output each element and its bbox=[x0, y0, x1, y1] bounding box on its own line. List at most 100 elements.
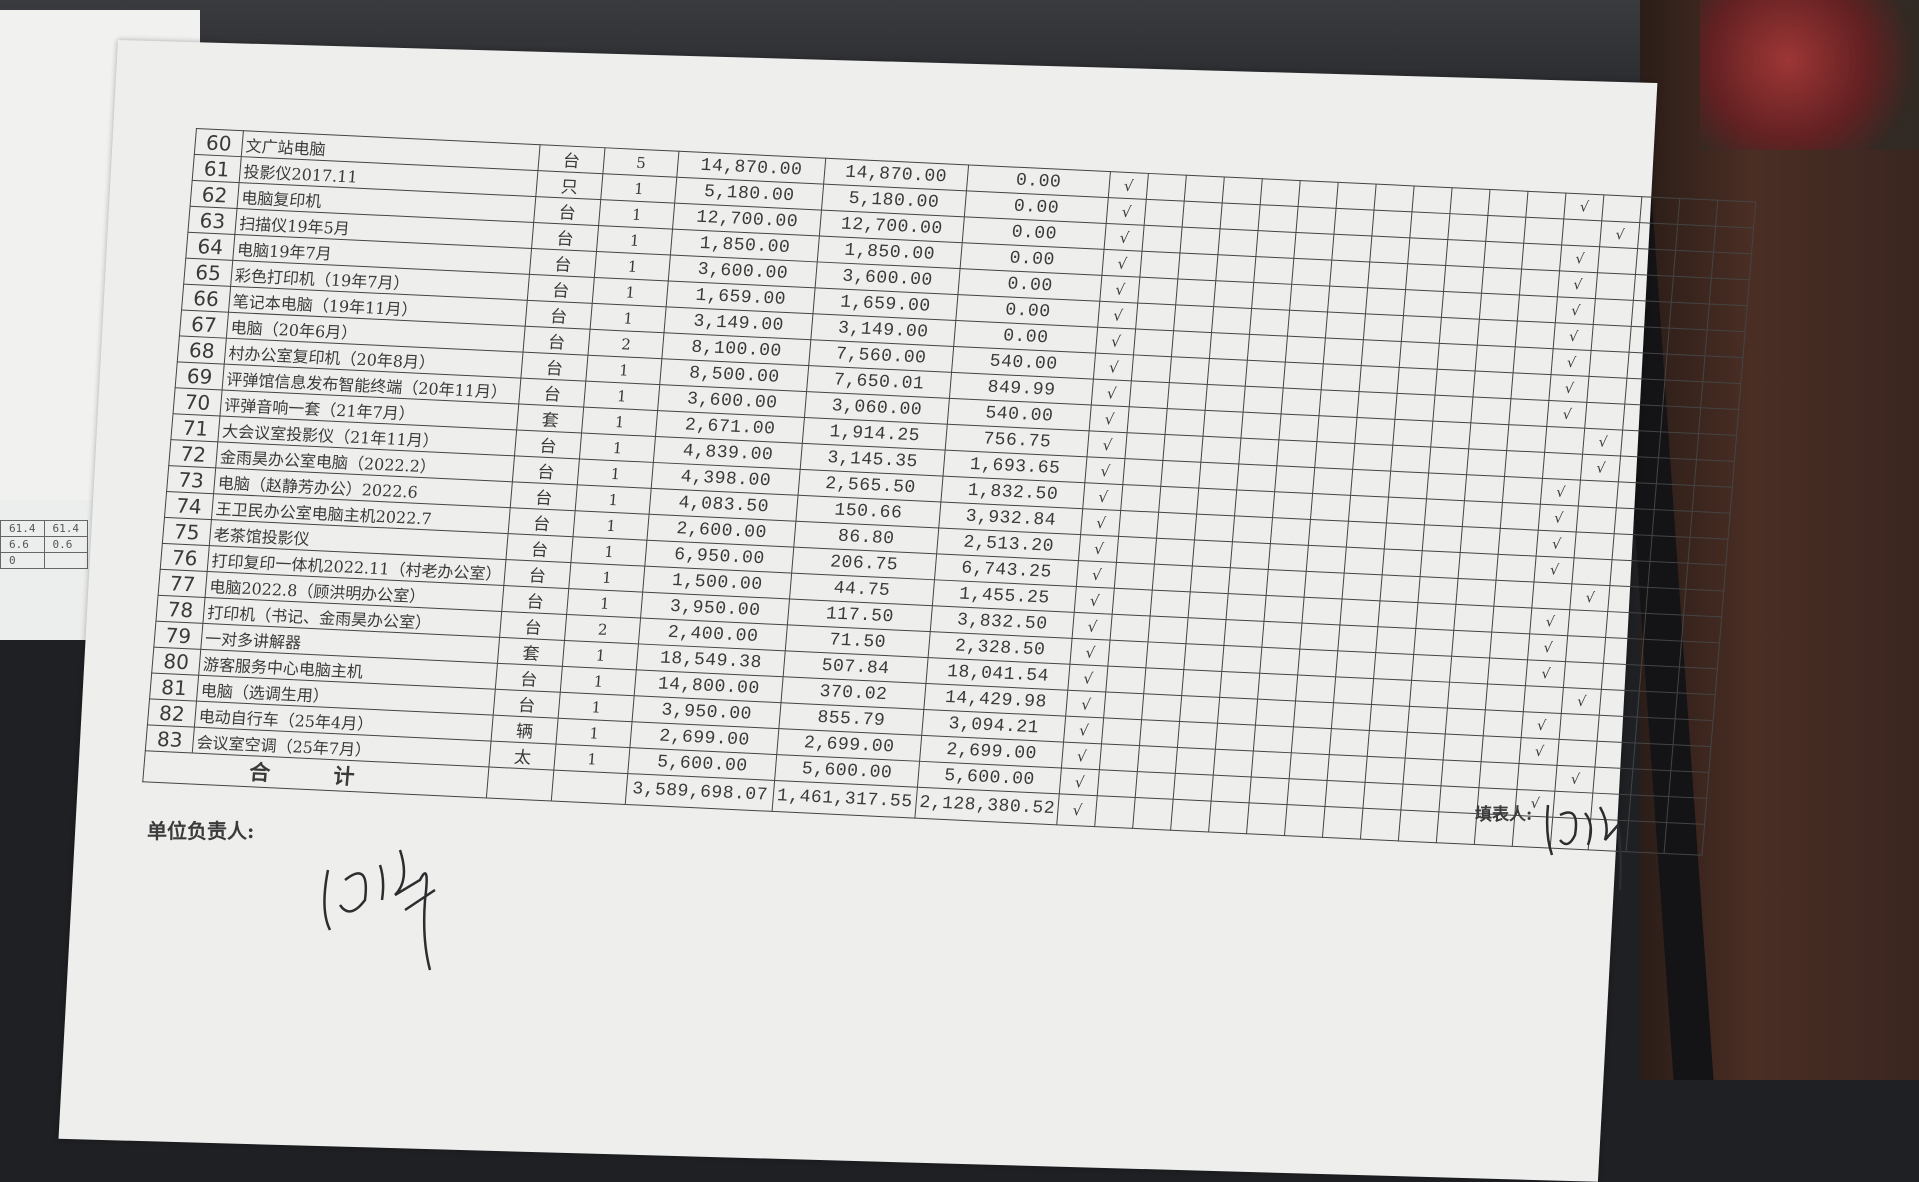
category-check-mark: √ bbox=[1580, 454, 1621, 482]
unit-cell: 台 bbox=[510, 481, 578, 511]
empty-grid-cell bbox=[1136, 303, 1177, 331]
row-number: 83 bbox=[145, 724, 195, 754]
empty-grid-cell bbox=[1114, 562, 1155, 591]
unit-cell: 台 bbox=[512, 455, 580, 485]
empty-grid-cell bbox=[1247, 334, 1288, 363]
empty-grid-cell bbox=[1363, 782, 1404, 811]
check-mark: √ bbox=[1078, 534, 1119, 563]
quantity-cell: 1 bbox=[596, 225, 673, 255]
empty-grid-cell bbox=[1142, 225, 1183, 254]
unit-head-label: 单位负责人: bbox=[147, 819, 255, 843]
unit-cell: 台 bbox=[514, 429, 582, 459]
row-number: 82 bbox=[147, 698, 197, 728]
total-accumulated-depreciation: 1,461,317.55 bbox=[772, 780, 918, 819]
category-check-mark: √ bbox=[1519, 737, 1560, 766]
row-number: 80 bbox=[151, 647, 201, 676]
category-check-mark: √ bbox=[1564, 193, 1605, 221]
empty-grid-cell bbox=[1441, 759, 1482, 788]
empty-grid-cell bbox=[1485, 683, 1526, 712]
empty-grid-cell bbox=[1214, 280, 1255, 309]
empty-grid-cell bbox=[1408, 237, 1449, 266]
empty-grid-cell bbox=[1656, 457, 1697, 486]
empty-grid-cell bbox=[1507, 424, 1548, 453]
empty-grid-cell bbox=[1365, 287, 1406, 316]
empty-grid-cell bbox=[1412, 185, 1453, 214]
check-mark: √ bbox=[1087, 430, 1128, 459]
empty-grid-cell bbox=[1711, 252, 1752, 280]
quantity-cell: 1 bbox=[566, 588, 643, 618]
empty-grid-cell bbox=[1304, 571, 1345, 600]
empty-grid-cell bbox=[1252, 282, 1293, 311]
empty-grid-cell bbox=[1284, 804, 1326, 838]
empty-grid-cell bbox=[1446, 239, 1487, 268]
empty-grid-cell bbox=[1224, 619, 1265, 648]
empty-grid-cell bbox=[1513, 346, 1554, 375]
empty-grid-cell bbox=[1300, 623, 1341, 651]
category-check-mark: √ bbox=[1553, 322, 1594, 351]
empty-grid-cell bbox=[1165, 408, 1206, 437]
empty-grid-cell bbox=[1562, 219, 1603, 247]
check-mark: √ bbox=[1102, 249, 1143, 278]
empty-grid-cell bbox=[1462, 500, 1503, 529]
empty-grid-cell bbox=[1331, 702, 1372, 731]
empty-grid-cell bbox=[1256, 230, 1297, 259]
empty-grid-cell bbox=[1671, 276, 1712, 304]
empty-grid-cell bbox=[1479, 761, 1520, 790]
unit-cell: 套 bbox=[497, 637, 565, 667]
asset-table-wrapper: 60 文广站电脑台 5 14,870.00 14,870.00 0.00 √ √ 61 投影仪20… bbox=[142, 128, 1757, 856]
empty-cell bbox=[486, 767, 555, 801]
empty-grid-cell bbox=[1332, 234, 1373, 262]
fragment-cell: 0 bbox=[0, 552, 45, 569]
empty-grid-cell bbox=[1101, 717, 1143, 746]
empty-grid-cell bbox=[1292, 258, 1333, 287]
empty-grid-cell bbox=[1565, 635, 1607, 664]
empty-grid-cell bbox=[1456, 578, 1497, 607]
category-check-mark: √ bbox=[1534, 556, 1575, 584]
empty-grid-cell bbox=[1422, 524, 1463, 553]
empty-grid-cell bbox=[1192, 540, 1233, 568]
empty-grid-cell bbox=[1696, 433, 1737, 462]
empty-grid-cell bbox=[1692, 485, 1733, 514]
row-number: 73 bbox=[166, 465, 216, 494]
empty-grid-cell bbox=[1108, 640, 1149, 668]
empty-grid-cell bbox=[1211, 775, 1252, 803]
empty-grid-cell bbox=[1429, 447, 1470, 475]
empty-grid-cell bbox=[1654, 483, 1695, 512]
empty-grid-cell bbox=[1133, 329, 1174, 357]
empty-grid-cell bbox=[1481, 267, 1523, 296]
empty-grid-cell bbox=[1315, 441, 1356, 470]
empty-grid-cell bbox=[1182, 201, 1223, 229]
empty-grid-cell bbox=[1110, 614, 1151, 642]
empty-grid-cell bbox=[1445, 708, 1486, 736]
empty-grid-cell bbox=[1239, 438, 1280, 466]
unit-cell: 台 bbox=[527, 274, 595, 304]
empty-grid-cell bbox=[1449, 656, 1491, 684]
empty-grid-cell bbox=[1289, 284, 1331, 313]
empty-grid-cell bbox=[1218, 228, 1259, 257]
category-check-mark: √ bbox=[1521, 711, 1562, 740]
empty-grid-cell bbox=[1435, 369, 1476, 397]
unit-cell: 台 bbox=[504, 559, 572, 589]
empty-grid-cell bbox=[1234, 489, 1276, 518]
empty-grid-cell bbox=[1123, 458, 1164, 487]
empty-grid-cell bbox=[1194, 514, 1235, 542]
empty-grid-cell bbox=[1452, 630, 1493, 659]
empty-grid-cell bbox=[1494, 580, 1535, 608]
empty-grid-cell bbox=[1532, 582, 1573, 610]
empty-grid-cell bbox=[1173, 304, 1215, 333]
empty-grid-cell bbox=[1593, 298, 1634, 327]
empty-grid-cell bbox=[1177, 721, 1218, 750]
empty-grid-cell bbox=[1154, 538, 1195, 566]
empty-grid-cell bbox=[1411, 654, 1453, 683]
empty-grid-cell bbox=[1625, 378, 1666, 406]
row-number: 62 bbox=[190, 180, 240, 209]
empty-grid-cell bbox=[1663, 379, 1704, 408]
empty-grid-cell bbox=[1220, 671, 1261, 700]
empty-grid-cell bbox=[1188, 591, 1229, 620]
empty-grid-cell bbox=[1146, 641, 1187, 670]
quantity-cell: 1 bbox=[571, 536, 648, 567]
empty-grid-cell bbox=[1378, 600, 1419, 629]
empty-grid-cell bbox=[1272, 491, 1314, 520]
unit-cell: 台 bbox=[493, 689, 561, 719]
empty-grid-cell bbox=[1631, 768, 1672, 797]
